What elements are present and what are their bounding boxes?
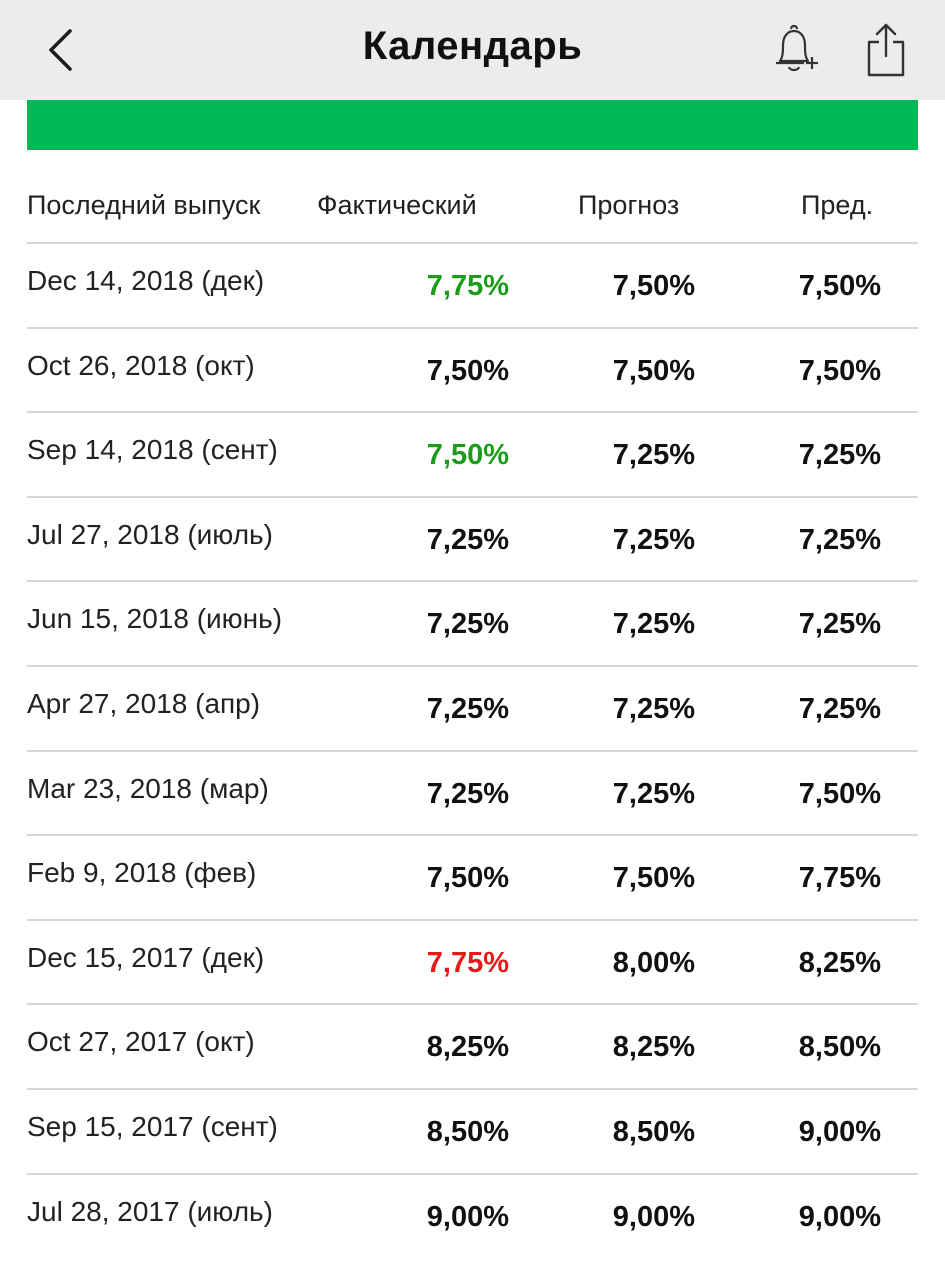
chevron-left-icon xyxy=(49,29,72,71)
release-date: Dec 14, 2018 (дек) xyxy=(27,265,265,296)
forecast-value: 7,25% xyxy=(612,777,695,810)
table-row[interactable]: Sep 14, 2018 (сент) 7,50% 7,25% 7,25% xyxy=(27,413,918,498)
table-row[interactable]: Feb 9, 2018 (фев) 7,50% 7,50% 7,75% xyxy=(27,836,918,921)
table-header: Последний выпуск Фактический Прогноз Пре… xyxy=(27,160,918,244)
table-row[interactable]: Dec 15, 2017 (дек) 7,75% 8,00% 8,25% xyxy=(27,921,918,1006)
release-date: Feb 9, 2018 (фев) xyxy=(27,857,257,889)
table-body: Dec 14, 2018 (дек) 7,75% 7,50% 7,50% Oct 26,… xyxy=(27,244,918,1259)
actual-value: 8,50% xyxy=(426,1115,509,1148)
actual-value: 7,75% xyxy=(426,270,509,302)
release-date: Oct 26, 2018 (окт) xyxy=(27,349,255,381)
column-header-previous: Пред. xyxy=(801,190,874,220)
release-date: Jun 15, 2018 (июнь) xyxy=(27,603,283,635)
forecast-value: 7,50% xyxy=(612,862,695,895)
forecast-value: 8,50% xyxy=(612,1115,695,1148)
share-icon xyxy=(867,23,905,77)
back-button[interactable] xyxy=(38,24,82,76)
actual-value: 8,25% xyxy=(426,1031,509,1064)
forecast-value: 7,50% xyxy=(612,270,695,302)
table-row[interactable]: Jun 15, 2018 (июнь) 7,25% 7,25% 7,25% xyxy=(27,582,918,667)
table-row[interactable]: Oct 27, 2017 (окт) 8,25% 8,25% 8,50% xyxy=(27,1005,918,1090)
previous-value: 9,00% xyxy=(798,1115,881,1148)
forecast-value: 7,25% xyxy=(612,608,695,641)
actual-value: 7,50% xyxy=(426,862,509,895)
release-date: Oct 27, 2017 (окт) xyxy=(27,1026,255,1058)
calendar-table: Последний выпуск Фактический Прогноз Пре… xyxy=(27,160,918,1259)
previous-value: 7,50% xyxy=(798,270,881,302)
previous-value: 7,50% xyxy=(798,777,881,810)
bell-plus-icon xyxy=(776,24,818,72)
table-row[interactable]: Dec 14, 2018 (дек) 7,75% 7,50% 7,50% xyxy=(27,244,918,329)
previous-value: 7,25% xyxy=(798,608,881,641)
forecast-value: 8,00% xyxy=(612,946,695,979)
previous-value: 7,25% xyxy=(798,439,881,472)
release-date: Sep 14, 2018 (сент) xyxy=(27,434,278,466)
column-header-last-release: Последний выпуск xyxy=(27,190,261,220)
forecast-value: 9,00% xyxy=(612,1200,695,1233)
release-date: Dec 15, 2017 (дек) xyxy=(27,941,265,973)
previous-value: 7,25% xyxy=(798,692,881,725)
previous-value: 8,50% xyxy=(798,1031,881,1064)
forecast-value: 7,25% xyxy=(612,523,695,556)
previous-value: 7,50% xyxy=(798,354,881,387)
header-accent-bar xyxy=(27,100,918,150)
actual-value: 7,50% xyxy=(426,354,509,387)
table-row[interactable]: Mar 23, 2018 (мар) 7,25% 7,25% 7,50% xyxy=(27,752,918,837)
actual-value: 7,25% xyxy=(426,523,509,556)
forecast-value: 7,25% xyxy=(612,439,695,472)
share-button[interactable] xyxy=(858,18,914,80)
previous-value: 7,25% xyxy=(798,523,881,556)
previous-value: 8,25% xyxy=(798,946,881,979)
release-date: Jul 28, 2017 (июль) xyxy=(27,1195,273,1227)
add-alert-button[interactable] xyxy=(765,22,823,78)
forecast-value: 7,25% xyxy=(612,692,695,725)
previous-value: 7,75% xyxy=(798,862,881,895)
column-header-actual: Фактический xyxy=(317,190,477,220)
page-title: Календарь xyxy=(362,24,583,68)
release-date: Jul 27, 2018 (июль) xyxy=(27,518,273,550)
nav-bar: Календарь xyxy=(0,0,945,100)
forecast-value: 7,50% xyxy=(612,354,695,387)
actual-value: 7,25% xyxy=(426,777,509,810)
actual-value: 7,25% xyxy=(426,608,509,641)
table-row[interactable]: Apr 27, 2018 (апр) 7,25% 7,25% 7,25% xyxy=(27,667,918,752)
actual-value: 9,00% xyxy=(426,1200,509,1233)
table-row[interactable]: Sep 15, 2017 (сент) 8,50% 8,50% 9,00% xyxy=(27,1090,918,1175)
actual-value: 7,50% xyxy=(426,439,509,472)
forecast-value: 8,25% xyxy=(612,1031,695,1064)
table-row[interactable]: Oct 26, 2018 (окт) 7,50% 7,50% 7,50% xyxy=(27,329,918,414)
release-date: Sep 15, 2017 (сент) xyxy=(27,1110,278,1142)
previous-value: 9,00% xyxy=(798,1200,881,1233)
table-row[interactable]: Jul 27, 2018 (июль) 7,25% 7,25% 7,25% xyxy=(27,498,918,583)
actual-value: 7,25% xyxy=(426,692,509,725)
release-date: Apr 27, 2018 (апр) xyxy=(27,687,261,719)
release-date: Mar 23, 2018 (мар) xyxy=(27,772,269,804)
actual-value: 7,75% xyxy=(426,946,509,979)
table-row[interactable]: Jul 28, 2017 (июль) 9,00% 9,00% 9,00% xyxy=(27,1175,918,1260)
column-header-forecast: Прогноз xyxy=(578,190,680,220)
